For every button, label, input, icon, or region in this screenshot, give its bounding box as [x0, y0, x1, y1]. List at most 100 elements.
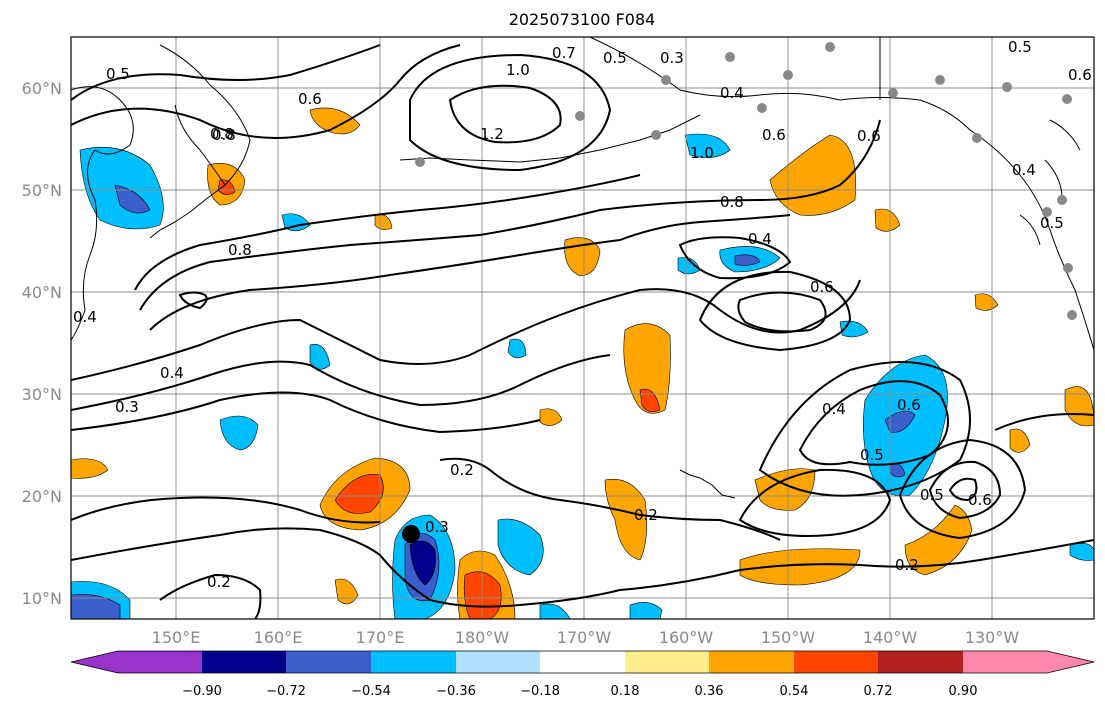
lon-tick-label: 150°W [761, 628, 816, 647]
station-marker [725, 52, 735, 62]
contour-east-1 [798, 380, 949, 466]
station-marker [757, 103, 767, 113]
contour-low-2 [737, 291, 827, 333]
contour-label: 0.2 [207, 573, 231, 591]
coastline-asia [71, 86, 134, 341]
station-marker [783, 70, 793, 80]
colorbar-segment [456, 651, 540, 673]
colorbar-segment [286, 651, 371, 673]
contour-label: 0.5 [603, 49, 627, 67]
contour-label: 0.2 [895, 556, 919, 574]
map-title: 2025073100 F084 [509, 10, 656, 29]
colorbar-segment [709, 651, 794, 673]
contour-label: 0.3 [425, 518, 449, 536]
colorbar-label: −0.54 [351, 684, 391, 699]
contour-label: 0.2 [634, 506, 658, 524]
lat-tick-label: 60°N [22, 79, 62, 98]
colorbar-label: 0.72 [864, 684, 893, 699]
anomaly-blob-tropic-blue-2 [497, 518, 544, 576]
contour-label: 0.4 [160, 364, 184, 382]
contour-east-4 [928, 460, 1002, 520]
lon-tick-label: 160°E [254, 628, 303, 647]
contour-label: 0.6 [1068, 66, 1092, 84]
colorbar-label: 0.54 [780, 684, 809, 699]
station-markers [415, 42, 1077, 320]
contour-label: 0.7 [552, 44, 576, 62]
contour-label: 0.6 [968, 491, 992, 509]
lat-tick-label: 10°N [22, 589, 62, 608]
contour-east-3 [948, 477, 978, 502]
anomaly-blob-sw-core [71, 594, 121, 619]
station-marker [1067, 310, 1077, 320]
contour-label: 0.8 [228, 241, 252, 259]
contour-labels: 0.5 0.7 0.5 0.3 0.5 0.6 1.0 1.2 0.8 0.4 … [73, 38, 1092, 591]
colorbar-segment [963, 651, 1094, 673]
anomaly-blob-tropic-navy [409, 540, 436, 586]
colorbar-segment [71, 651, 202, 673]
lat-tick-label: 50°N [22, 181, 62, 200]
contour-north-band-2 [71, 44, 381, 101]
anomaly-blob-small-orange-2 [539, 408, 563, 426]
contour-mid-4 [178, 291, 208, 310]
station-marker [825, 42, 835, 52]
station-marker [1042, 207, 1052, 217]
lat-tick-label: 40°N [22, 283, 62, 302]
station-marker [972, 133, 982, 143]
lon-tick-label: 160°W [659, 628, 714, 647]
anomaly-blob-kamchatka-core [217, 179, 236, 195]
contour-north-band-1 [71, 44, 461, 139]
lon-tick-label: 130°W [965, 628, 1020, 647]
station-marker [1062, 94, 1072, 104]
station-marker [1057, 195, 1067, 205]
lat-tick-label: 20°N [22, 487, 62, 506]
station-marker [575, 111, 585, 121]
contour-south-2 [71, 496, 381, 524]
contour-label: 1.2 [480, 125, 504, 143]
anomaly-blob-small-blue-6 [219, 415, 259, 451]
contour-label: 0.3 [115, 398, 139, 416]
anomaly-blob-gulf-orange [769, 134, 856, 216]
contour-label: 1.0 [506, 61, 530, 79]
contour-east-6 [994, 413, 1094, 431]
anomaly-blob-tropic-blue-4 [629, 602, 663, 619]
anomaly-blob-midpac-blue-core [734, 254, 761, 266]
station-marker [651, 130, 661, 140]
anomaly-blob-se-blue [1069, 543, 1094, 561]
station-marker [1002, 82, 1012, 92]
contour-label: 0.5 [1040, 214, 1064, 232]
lon-tick-label: 170°W [557, 628, 612, 647]
lat-tick-label: 30°N [22, 385, 62, 404]
coastline-kurils [149, 184, 226, 239]
contour-mid-5 [71, 279, 861, 381]
lon-tick-label: 180°W [455, 628, 510, 647]
lon-tick-label: 170°E [356, 628, 405, 647]
contour-south-5 [738, 468, 892, 537]
colorbar-label: 0.36 [695, 684, 724, 699]
contour-mid-7 [71, 391, 541, 434]
latitude-ticks: 10°N 20°N 30°N 40°N 50°N 60°N [22, 79, 62, 608]
colorbar-outline [70, 650, 1095, 674]
colorbar-label: −0.90 [182, 684, 222, 699]
contour-label: 0.8 [720, 193, 744, 211]
colorbar-segment [794, 651, 878, 673]
contour-low-1 [678, 236, 792, 280]
station-marker [415, 157, 425, 167]
contour-high-north-inner [448, 84, 562, 144]
contour-low-3 [698, 270, 852, 352]
coastline-bc-islands [1019, 119, 1081, 246]
colorbar-label: −0.72 [266, 684, 306, 699]
anomaly-blob-central-orange [623, 323, 671, 414]
contour-label: 0.5 [920, 486, 944, 504]
anomaly-blob-small-blue-1 [281, 213, 311, 232]
coastline-hawaii [679, 469, 736, 499]
colorbar-segment [371, 651, 456, 673]
station-marker [661, 75, 671, 85]
contour-label: 0.6 [810, 278, 834, 296]
contour-mid-6 [71, 354, 611, 411]
anomaly-blob-far-right-orange [1064, 386, 1094, 427]
colorbar-segment [540, 651, 625, 673]
contour-mid-1 [139, 119, 881, 311]
contour-label: 0.5 [106, 65, 130, 83]
contour-mid-3 [134, 174, 641, 291]
anomaly-blob-okhotsk [309, 107, 361, 135]
